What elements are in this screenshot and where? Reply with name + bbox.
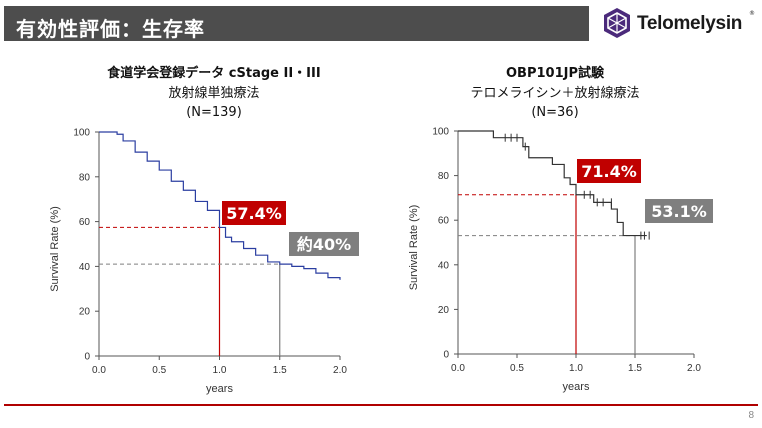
left-chart-title: 食道学会登録データ cStage II・III 放射線単独療法 (N=139) [94, 64, 334, 122]
telomelysin-logo: Telomelysin ® [600, 6, 755, 41]
y-tick-label: 40 [79, 262, 91, 273]
y-tick-label: 60 [79, 217, 91, 228]
x-tick-label: 1.5 [273, 365, 287, 376]
y-tick-label: 20 [79, 307, 91, 318]
right-chart-title: OBP101JP試験 テロメライシン＋放射線療法 (N=36) [445, 64, 665, 122]
y-tick-label: 100 [73, 128, 90, 139]
y-tick-label: 0 [443, 350, 449, 361]
x-axis-label: years [206, 383, 233, 395]
x-axis-label: years [563, 381, 590, 393]
x-tick-label: 1.0 [213, 365, 227, 376]
y-tick-label: 0 [84, 352, 90, 363]
x-tick-label: 1.0 [569, 363, 583, 374]
x-tick-label: 0.5 [510, 363, 524, 374]
x-tick-label: 1.5 [628, 363, 642, 374]
annotation-box [577, 159, 641, 183]
right-chart-title-line3: (N=36) [531, 105, 579, 120]
annotation-box [645, 199, 713, 223]
annotation-box [289, 232, 359, 256]
y-axis-label: Survival Rate (%) [49, 206, 61, 292]
y-tick-label: 20 [438, 305, 450, 316]
left-chart-title-line2: 放射線単独療法 [168, 86, 260, 101]
y-tick-label: 60 [438, 216, 450, 227]
x-tick-label: 2.0 [687, 363, 701, 374]
left-chart-title-line1: 食道学会登録データ cStage II・III [107, 66, 321, 81]
footer-divider [4, 404, 758, 406]
x-tick-label: 0.0 [451, 363, 465, 374]
annotation-label: 約40% [297, 235, 351, 254]
chart-1: 0 20 40 60 80 100 0.0 0.5 1.0 1.5 2.0 years Survival… [408, 127, 713, 393]
left-chart-title-line3: (N=139) [186, 105, 242, 120]
survival-curve [458, 130, 647, 237]
annotation-label: 53.1% [651, 202, 707, 221]
logo-registered-mark: ® [749, 10, 755, 17]
page-title: 有効性評価：生存率 [16, 17, 205, 41]
annotation-label: 57.4% [226, 204, 282, 223]
y-tick-label: 100 [432, 127, 449, 138]
y-axis-label: Survival Rate (%) [408, 205, 420, 291]
x-tick-label: 0.5 [152, 365, 166, 376]
y-tick-label: 80 [438, 171, 450, 182]
survival-curve [99, 131, 341, 280]
right-chart-title-line2: テロメライシン＋放射線療法 [470, 86, 640, 101]
page-number: 8 [748, 410, 754, 421]
x-tick-label: 2.0 [333, 365, 347, 376]
annotation-box [222, 201, 286, 225]
x-tick-label: 0.0 [92, 365, 106, 376]
header-bar: 有効性評価：生存率 [4, 6, 589, 41]
logo-wordmark: Telomelysin [637, 13, 743, 34]
chart-0: 0 20 40 60 80 100 0.0 0.5 1.0 1.5 2.0 years Survival… [49, 128, 359, 395]
y-tick-label: 80 [79, 172, 91, 183]
annotation-label: 71.4% [581, 162, 637, 181]
telomelysin-logo-icon [604, 8, 630, 38]
y-tick-label: 40 [438, 260, 450, 271]
right-chart-title-line1: OBP101JP試験 [506, 66, 604, 81]
